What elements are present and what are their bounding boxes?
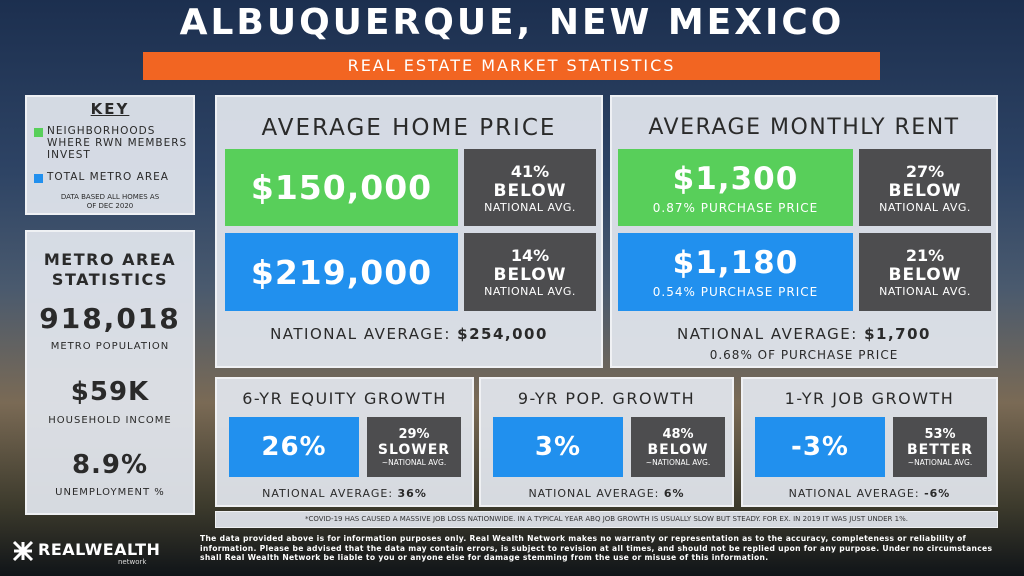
compare-box: 41% BELOW NATIONAL AVG.: [464, 149, 596, 226]
compare: NATIONAL AVG.: [484, 200, 576, 214]
value: 26%: [261, 432, 327, 462]
key-panel: KEY NEIGHBORHOODS WHERE RWN MEMBERS INVE…: [25, 95, 195, 215]
value: -3%: [791, 432, 849, 462]
key-item: NEIGHBORHOODS WHERE RWN MEMBERS INVEST: [47, 125, 188, 161]
compare: ~NATIONAL AVG.: [907, 458, 973, 467]
value-box: 3%: [493, 417, 623, 477]
footnote: *COVID-19 HAS CAUSED A MASSIVE JOB LOSS …: [215, 511, 998, 528]
compare: NATIONAL AVG.: [879, 200, 971, 214]
national-value: $1,700: [864, 325, 931, 343]
compare: NATIONAL AVG.: [484, 285, 576, 298]
national-note: 0.68% OF PURCHASE PRICE: [709, 348, 899, 362]
panel-title: 1-YR JOB GROWTH: [784, 389, 955, 408]
growth-panel: 1-YR JOB GROWTH -3% 53% BETTER ~NATIONAL AVG…: [741, 377, 998, 507]
national-average: NATIONAL AVERAGE: $1,700: [612, 325, 996, 343]
value: $150,000: [250, 168, 433, 207]
direction: BELOW: [888, 265, 962, 285]
national-value: $254,000: [457, 325, 548, 343]
national-value: 36%: [397, 487, 427, 500]
value-box: 26%: [229, 417, 359, 477]
logo-mark: [12, 540, 34, 562]
national-value: -6%: [924, 487, 951, 500]
metro-panel: METRO AREA STATISTICS 918,018 METRO POPU…: [25, 230, 195, 515]
national-label: NATIONAL AVERAGE:: [262, 487, 394, 500]
value-box: $1,300 0.87% PURCHASE PRICE: [618, 149, 853, 226]
key-note: DATA BASED ALL HOMES AS OF DEC 2020: [60, 193, 160, 210]
national-value: 6%: [663, 487, 685, 500]
panel-title: 6-YR EQUITY GROWTH: [242, 389, 447, 408]
rent-panel: AVERAGE MONTHLY RENT $1,300 0.87% PURCHA…: [610, 95, 998, 368]
key-title: KEY: [90, 100, 130, 118]
compare: NATIONAL AVG.: [879, 285, 971, 298]
stat-value: $59K: [70, 377, 150, 407]
panel-title: AVERAGE HOME PRICE: [261, 115, 557, 141]
value-box: $1,180 0.54% PURCHASE PRICE: [618, 233, 853, 311]
metro-title: METRO AREA STATISTICS: [43, 250, 177, 289]
national-label: NATIONAL AVERAGE:: [677, 325, 858, 343]
purchase-ratio: 0.87% PURCHASE PRICE: [652, 200, 819, 215]
logo-sub: network: [118, 558, 147, 566]
disclaimer: The data provided above is for informati…: [200, 534, 993, 562]
direction: BELOW: [647, 442, 709, 458]
direction: BELOW: [493, 265, 567, 285]
direction: BELOW: [888, 180, 962, 201]
compare: ~NATIONAL AVG.: [381, 458, 447, 467]
national-label: NATIONAL AVERAGE:: [788, 487, 920, 500]
value: $1,300: [672, 160, 799, 197]
pct: 21%: [905, 246, 945, 265]
compare-box: 48% BELOW ~NATIONAL AVG.: [631, 417, 725, 477]
pct: 53%: [924, 427, 956, 442]
value: $1,180: [672, 245, 799, 281]
panel-title: AVERAGE MONTHLY RENT: [648, 115, 960, 140]
subtitle: REAL ESTATE MARKET STATISTICS: [143, 52, 880, 80]
compare-box: 53% BETTER ~NATIONAL AVG.: [893, 417, 987, 477]
title: ALBUQUERQUE, NEW MEXICO: [179, 2, 845, 43]
compare-box: 14% BELOW NATIONAL AVG.: [464, 233, 596, 311]
swatch: [34, 174, 43, 183]
compare-box: 21% BELOW NATIONAL AVG.: [859, 233, 991, 311]
logo-icon: [12, 540, 34, 562]
key-item: TOTAL METRO AREA: [47, 171, 169, 183]
value: 3%: [534, 432, 582, 462]
growth-panel: 9-YR POP. GROWTH 3% 48% BELOW ~NATIONAL AVG.…: [479, 377, 734, 507]
pct: 14%: [510, 246, 550, 265]
swatch: [34, 128, 43, 137]
pct: 41%: [510, 161, 550, 181]
direction: SLOWER: [377, 442, 451, 458]
value-box: $219,000: [225, 233, 458, 311]
stat-value: 918,018: [39, 302, 181, 335]
direction: BELOW: [493, 180, 567, 201]
national-average: NATIONAL AVERAGE: $254,000: [217, 325, 601, 343]
direction: BETTER: [907, 442, 973, 458]
compare: ~NATIONAL AVG.: [645, 458, 711, 467]
value-box: $150,000: [225, 149, 458, 226]
panel-title: 9-YR POP. GROWTH: [517, 389, 696, 408]
stat-value: 8.9%: [71, 450, 149, 480]
national-label: NATIONAL AVERAGE:: [270, 325, 451, 343]
value: $219,000: [250, 252, 433, 292]
pct: 27%: [905, 161, 945, 181]
logo-text: REALWEALTH: [38, 540, 161, 559]
growth-panel: 6-YR EQUITY GROWTH 26% 29% SLOWER ~NATIONAL …: [215, 377, 474, 507]
value-box: -3%: [755, 417, 885, 477]
national-average: NATIONAL AVERAGE: 36%: [217, 487, 472, 500]
stat-label: METRO POPULATION: [50, 341, 170, 352]
national-label: NATIONAL AVERAGE:: [528, 487, 660, 500]
pct: 29%: [398, 427, 430, 442]
compare-box: 29% SLOWER ~NATIONAL AVG.: [367, 417, 461, 477]
national-average: NATIONAL AVERAGE: -6%: [743, 487, 996, 500]
home-price-panel: AVERAGE HOME PRICE $150,000 41% BELOW NA…: [215, 95, 603, 368]
compare-box: 27% BELOW NATIONAL AVG.: [859, 149, 991, 226]
pct: 48%: [662, 427, 694, 442]
stat-label: UNEMPLOYMENT %: [55, 487, 165, 498]
purchase-ratio: 0.54% PURCHASE PRICE: [652, 285, 819, 299]
national-average: NATIONAL AVERAGE: 6%: [481, 487, 732, 500]
stat-label: HOUSEHOLD INCOME: [48, 415, 172, 426]
